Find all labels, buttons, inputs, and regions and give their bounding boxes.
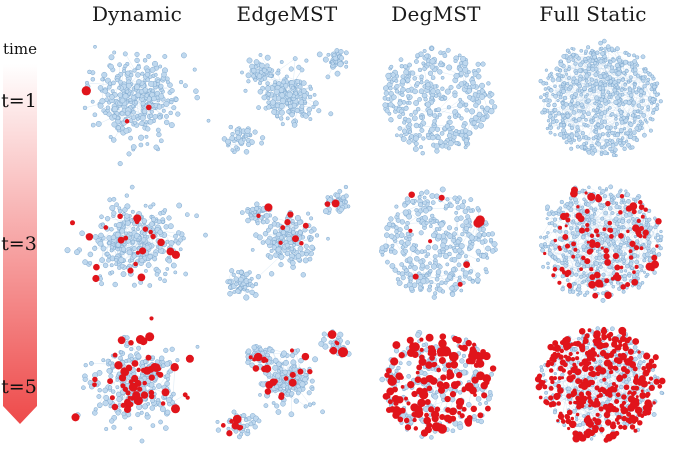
highlighted-nodes: [69, 213, 181, 283]
time-arrow-shape: [3, 64, 37, 424]
row-label-t1: t=1: [1, 90, 37, 112]
network-panel-dynamic-t1: [81, 44, 211, 167]
highlighted-nodes: [408, 191, 485, 287]
column-title-dynamic: Dynamic: [91, 2, 183, 26]
highlighted-nodes: [382, 333, 497, 437]
column-title-degmst: DegMST: [391, 2, 481, 26]
column-title-full-static: Full Static: [539, 2, 647, 26]
highlighted-nodes: [256, 199, 340, 246]
network-nodes: [379, 186, 498, 300]
network-panel-edgemst-t1: [221, 48, 349, 155]
network-nodes: [225, 184, 351, 301]
row-label-t5: t=5: [1, 376, 37, 398]
network-panel-full-static-t5: [534, 326, 666, 443]
highlighted-nodes: [220, 330, 349, 437]
highlighted-nodes: [534, 326, 666, 443]
network-panel-edgemst-t5: [215, 329, 352, 440]
network-nodes: [382, 45, 498, 156]
highlighted-nodes: [81, 86, 152, 124]
network-nodes: [82, 44, 211, 167]
time-axis-title: time: [3, 40, 37, 58]
highlighted-nodes: [543, 186, 662, 299]
network-nodes: [538, 38, 663, 158]
column-title-edgemst: EdgeMST: [236, 2, 338, 26]
network-panel-degmst-t5: [379, 329, 497, 440]
highlighted-nodes: [71, 316, 194, 422]
network-panel-full-static-t1: [538, 38, 663, 158]
network-panel-full-static-t3: [539, 184, 664, 303]
time-arrow: [3, 64, 37, 424]
network-panel-edgemst-t3: [225, 184, 351, 301]
network-panel-degmst-t3: [379, 186, 498, 300]
network-panel-degmst-t1: [382, 45, 498, 156]
network-panel-dynamic-t3: [64, 184, 208, 288]
network-panel-dynamic-t5: [71, 316, 200, 444]
row-label-t3: t=3: [1, 233, 37, 255]
network-nodes: [221, 48, 349, 155]
